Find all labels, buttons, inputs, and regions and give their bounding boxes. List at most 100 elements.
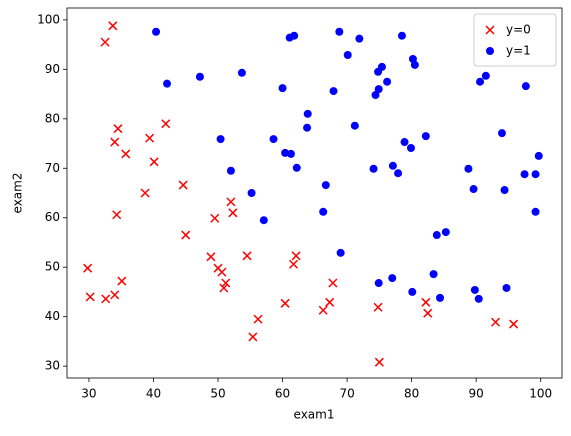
circle-marker xyxy=(303,123,312,132)
x-marker xyxy=(85,292,95,302)
x-marker xyxy=(210,213,220,223)
x-marker xyxy=(181,230,191,240)
y-tick-label: 100 xyxy=(37,12,60,26)
x-marker xyxy=(161,119,171,129)
x-marker xyxy=(219,283,229,293)
x-marker xyxy=(248,332,258,342)
circle-marker xyxy=(481,71,490,80)
x-marker xyxy=(145,133,155,143)
circle-marker xyxy=(531,207,540,216)
x-tick-label: 90 xyxy=(469,387,484,401)
x-tick-label: 60 xyxy=(275,387,290,401)
y-tick-label: 30 xyxy=(45,359,60,373)
x-marker xyxy=(253,314,263,324)
circle-marker xyxy=(237,68,246,77)
x-marker xyxy=(217,267,227,277)
circle-marker xyxy=(497,129,506,138)
x-axis-label: exam1 xyxy=(294,408,335,422)
circle-marker xyxy=(388,274,397,283)
circle-marker xyxy=(350,121,359,130)
circle-marker xyxy=(343,50,352,59)
x-tick-label: 30 xyxy=(81,387,96,401)
circle-marker xyxy=(195,72,204,81)
y-tick-label: 80 xyxy=(45,111,60,125)
circle-marker xyxy=(278,84,287,93)
circle-marker xyxy=(329,87,338,96)
circle-marker xyxy=(247,189,256,197)
x-tick-label: 40 xyxy=(146,387,161,401)
circle-marker xyxy=(163,79,172,88)
circle-marker xyxy=(321,181,330,190)
x-marker xyxy=(423,308,433,318)
circle-marker xyxy=(470,285,479,294)
y-axis-label: exam2 xyxy=(11,173,25,214)
circle-marker xyxy=(441,228,450,237)
x-tick-label: 70 xyxy=(339,387,354,401)
x-marker xyxy=(149,157,159,167)
circle-marker xyxy=(400,138,409,147)
circle-marker xyxy=(374,279,383,288)
circle-marker xyxy=(269,135,278,144)
plot-frame xyxy=(66,7,563,379)
legend-marker xyxy=(485,25,495,35)
x-marker xyxy=(226,197,236,207)
x-marker xyxy=(421,297,431,307)
x-marker xyxy=(373,302,383,312)
legend-label: y=1 xyxy=(506,44,531,58)
x-marker xyxy=(291,251,301,261)
y-tick-label: 40 xyxy=(45,309,60,323)
circle-marker xyxy=(394,169,403,178)
x-marker xyxy=(121,149,131,159)
x-marker xyxy=(83,263,93,273)
y-tick-label: 90 xyxy=(45,62,60,76)
circle-marker xyxy=(531,170,540,179)
x-marker xyxy=(374,357,384,367)
x-marker xyxy=(318,305,328,315)
x-marker xyxy=(178,180,188,190)
x-marker xyxy=(113,124,123,134)
x-marker xyxy=(108,21,118,31)
x-marker xyxy=(509,319,519,329)
circle-marker xyxy=(383,77,392,86)
x-marker xyxy=(101,294,111,304)
circle-marker xyxy=(303,109,312,118)
x-marker xyxy=(325,297,335,307)
circle-marker xyxy=(216,135,225,144)
circle-marker xyxy=(500,186,509,195)
x-marker xyxy=(221,278,231,288)
circle-marker xyxy=(421,132,430,141)
y-tick-label: 50 xyxy=(45,260,60,274)
circle-marker xyxy=(397,31,406,40)
circle-marker xyxy=(410,60,419,69)
circle-marker xyxy=(377,62,386,71)
x-tick-label: 100 xyxy=(529,387,552,401)
circle-marker xyxy=(406,143,415,152)
x-marker xyxy=(206,252,216,262)
circle-marker xyxy=(388,161,397,170)
circle-marker xyxy=(374,85,383,94)
x-marker xyxy=(242,251,252,261)
x-marker xyxy=(288,259,299,269)
x-marker xyxy=(140,188,150,198)
legend-box xyxy=(473,13,557,67)
circle-marker xyxy=(319,207,328,216)
legend-label: y=0 xyxy=(506,23,531,37)
circle-marker xyxy=(290,31,299,40)
circle-marker xyxy=(534,151,543,160)
circle-marker xyxy=(476,77,485,86)
x-tick-label: 50 xyxy=(210,387,225,401)
circle-marker xyxy=(464,164,473,173)
circle-marker xyxy=(436,293,445,302)
x-marker xyxy=(112,210,122,220)
circle-marker xyxy=(292,163,301,172)
circle-marker xyxy=(502,283,511,292)
circle-marker xyxy=(336,248,345,257)
x-marker xyxy=(110,137,120,147)
x-marker xyxy=(117,276,127,286)
x-marker xyxy=(490,317,501,327)
x-tick-label: 80 xyxy=(404,387,419,401)
y-tick-label: 70 xyxy=(45,161,60,175)
circle-marker xyxy=(371,91,380,100)
x-marker xyxy=(328,278,338,288)
